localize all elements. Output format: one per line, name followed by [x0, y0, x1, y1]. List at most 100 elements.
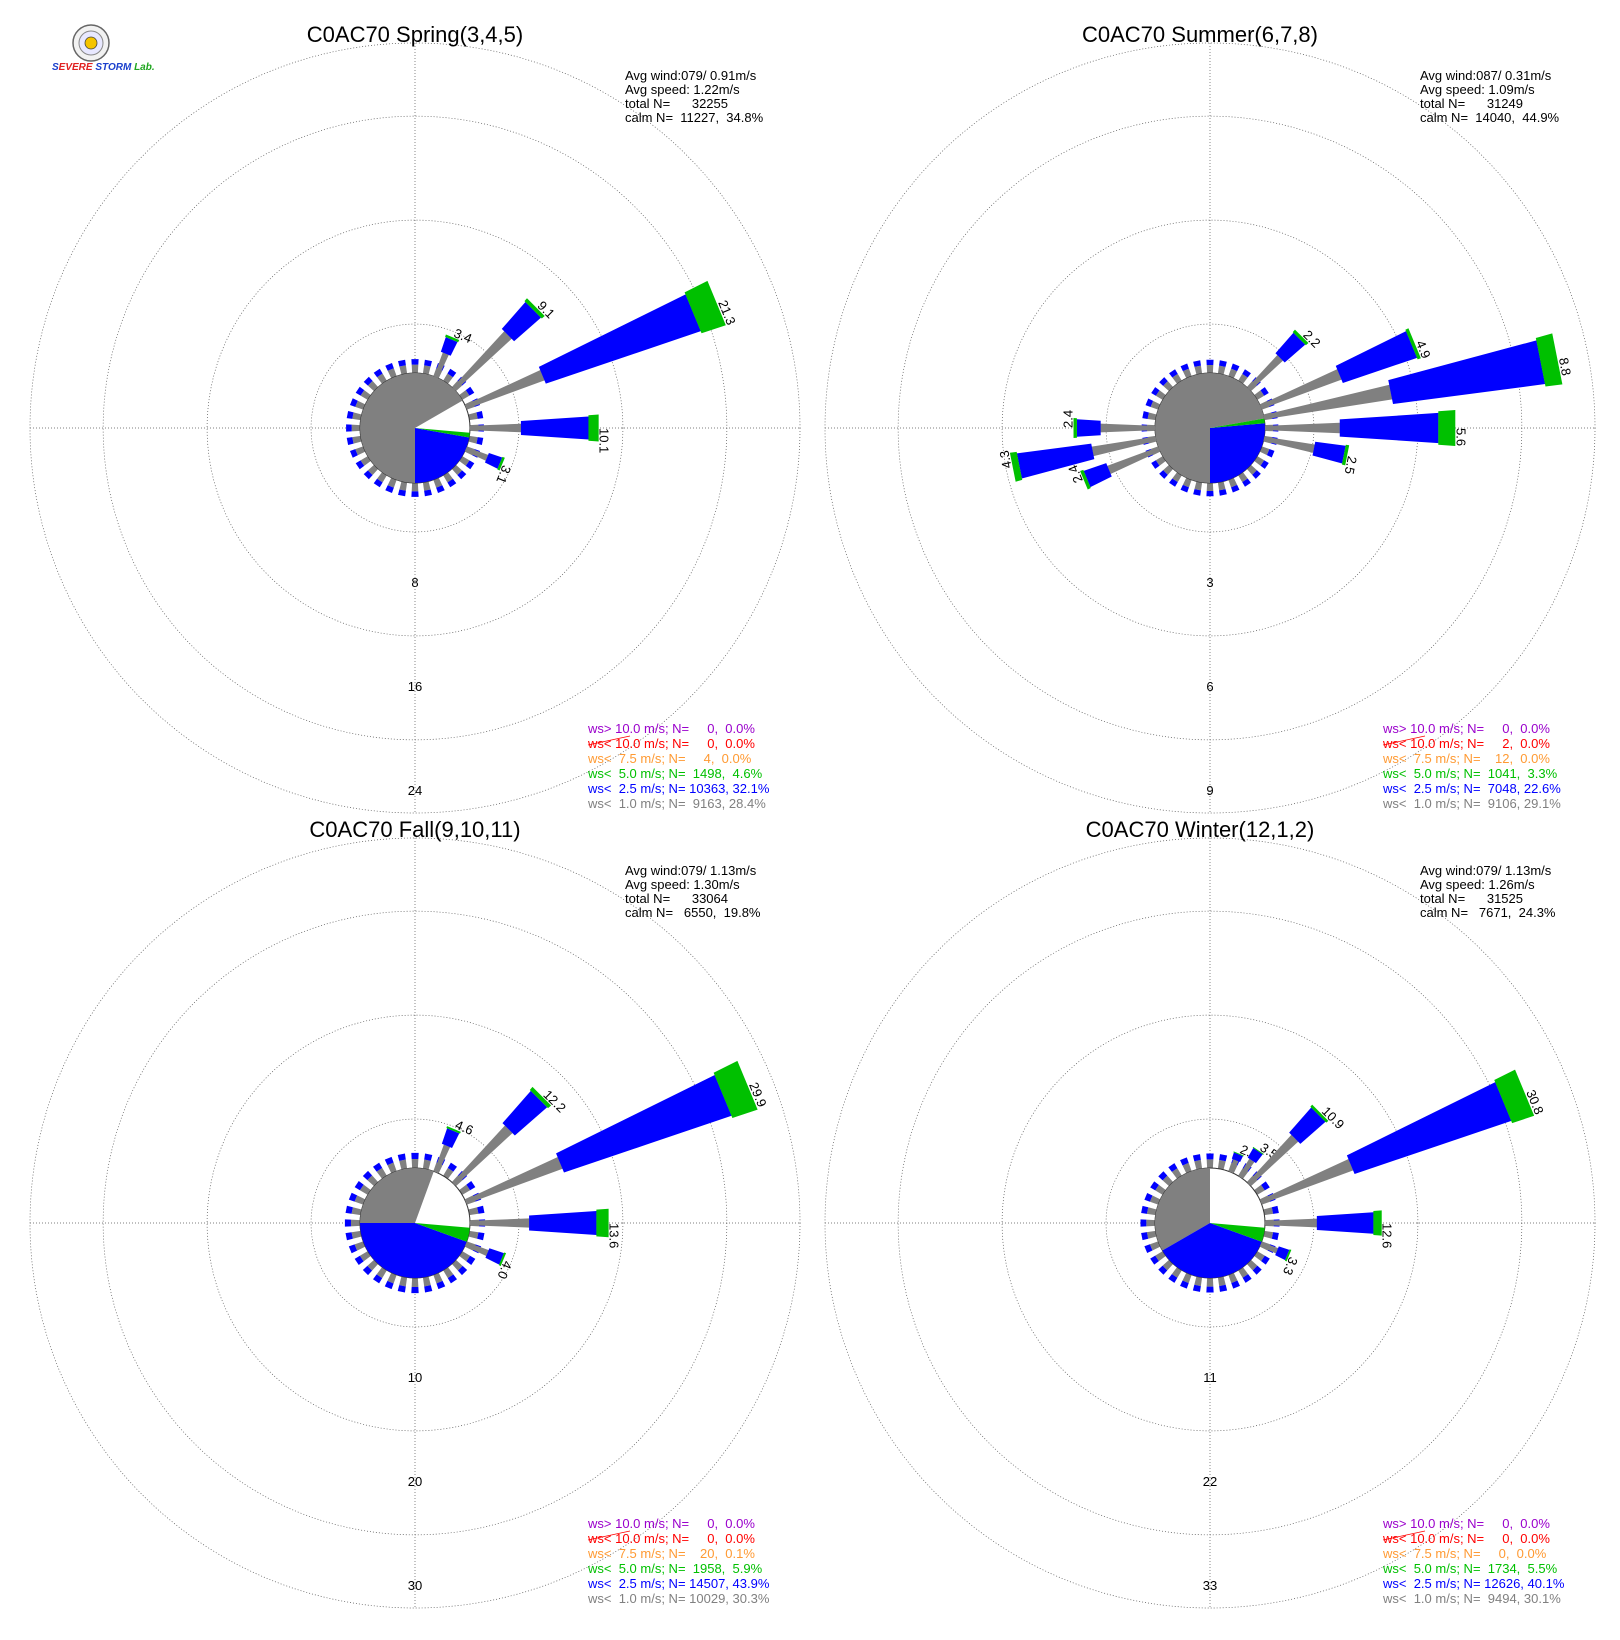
bar-segment-lt5 [497, 456, 505, 471]
panel-title: C0AC70 Winter(12,1,2) [1086, 817, 1315, 842]
bar-segment-lt2-5 [556, 1074, 732, 1173]
direction-tick [411, 364, 419, 374]
direction-tick [1182, 1272, 1192, 1284]
direction-tick-blue [477, 1205, 485, 1214]
bar-segment-lt5 [445, 334, 460, 343]
direction-tick-blue [1193, 489, 1201, 496]
direction-tick [1238, 1267, 1249, 1278]
bar-value-label: 2.5 [1342, 455, 1360, 476]
legend-entry: ws< 7.5 m/s; N= 0, 0.0% [1382, 1546, 1547, 1561]
legend-entry: ws> 10.0 m/s; N= 0, 0.0% [587, 1516, 755, 1531]
bar-segment-lt5 [1438, 409, 1456, 447]
ring-label: 10 [408, 1370, 422, 1385]
bar-segment-lt1 [1263, 384, 1393, 420]
direction-tick-blue [1144, 1244, 1153, 1253]
calm-sector-blue [1210, 423, 1265, 483]
direction-tick [433, 1272, 443, 1284]
direction-tick [355, 400, 366, 410]
direction-tick [411, 1277, 419, 1288]
direction-tick-blue [1252, 1265, 1262, 1275]
direction-tick-blue [346, 424, 352, 432]
bar-value-label: 3.4 [452, 325, 474, 346]
direction-tick [422, 1159, 431, 1170]
direction-tick [459, 1251, 471, 1262]
direction-tick [399, 1159, 408, 1170]
stat-avg-wind: Avg wind:079/ 0.91m/s [625, 68, 757, 83]
direction-tick [367, 464, 379, 476]
bar-segment-lt5 [1073, 417, 1077, 439]
direction-tick-blue [363, 470, 373, 480]
bar-value-label: 2.4 [1061, 410, 1076, 428]
bar-segment-lt2-5 [1076, 419, 1101, 437]
direction-tick [1182, 368, 1192, 379]
direction-tick-blue [1242, 478, 1251, 487]
direction-tick-blue [1219, 1154, 1228, 1162]
ring-label: 8 [411, 575, 418, 590]
direction-tick [1182, 477, 1192, 488]
direction-tick [351, 1230, 362, 1239]
direction-tick [1228, 368, 1238, 379]
bar-segment-lt2-5 [1083, 463, 1112, 488]
legend-entry: ws< 1.0 m/s; N= 9106, 29.1% [1382, 796, 1561, 811]
direction-tick [1217, 1159, 1226, 1170]
direction-tick [1254, 456, 1265, 466]
direction-tick-blue [1169, 369, 1178, 378]
direction-tick [468, 435, 478, 444]
legend-entry: ws< 5.0 m/s; N= 1958, 5.9% [587, 1561, 763, 1576]
bar-segment-lt1 [433, 1144, 451, 1174]
legend-entry: ws< 7.5 m/s; N= 20, 0.1% [587, 1546, 755, 1561]
direction-tick [360, 390, 371, 400]
direction-tick-blue [411, 359, 419, 365]
legend-entry: ws< 2.5 m/s; N= 7048, 22.6% [1382, 781, 1561, 796]
bar-value-label: 5.6 [1454, 428, 1469, 446]
legend-strike [1382, 1530, 1426, 1541]
direction-tick [1146, 1207, 1157, 1216]
grid-ring [1001, 1014, 1419, 1432]
bar-segment-lt2-5 [485, 1248, 504, 1265]
legend-entry: ws> 10.0 m/s; N= 0, 0.0% [587, 721, 755, 736]
direction-tick-blue [349, 449, 358, 458]
direction-tick-blue [354, 1255, 364, 1266]
direction-tick-blue [476, 411, 484, 419]
direction-tick-blue [424, 359, 432, 367]
direction-tick [1206, 1159, 1214, 1169]
direction-tick [352, 412, 362, 421]
direction-tick [443, 373, 453, 384]
ring-label: 3 [1206, 575, 1213, 590]
calm-sector-green [1210, 1223, 1265, 1242]
direction-tick [1254, 390, 1265, 400]
direction-tick [443, 1167, 454, 1179]
direction-tick [468, 1207, 479, 1216]
legend-entry: ws< 7.5 m/s; N= 4, 0.0% [587, 751, 752, 766]
direction-tick-blue [348, 1244, 358, 1254]
direction-tick [1155, 1184, 1166, 1195]
direction-tick [399, 481, 408, 491]
direction-tick-blue [1219, 1284, 1228, 1292]
bar-segment-lt1 [1264, 422, 1340, 434]
direction-tick-blue [1141, 1205, 1149, 1214]
direction-tick-blue [424, 489, 432, 497]
direction-tick [1194, 1159, 1203, 1170]
direction-tick-blue [1260, 387, 1269, 396]
legend-entry: ws< 2.5 m/s; N= 10363, 32.1% [587, 781, 770, 796]
direction-tick [1172, 472, 1182, 483]
direction-tick [1228, 1272, 1238, 1284]
direction-tick [351, 1207, 362, 1216]
direction-tick-blue [1169, 478, 1178, 487]
bar-value-label: 10.9 [1319, 1104, 1348, 1133]
direction-tick-blue [465, 460, 475, 470]
bar-segment-lt1 [1228, 1159, 1239, 1174]
direction-tick [1163, 381, 1174, 392]
direction-tick [1254, 1251, 1265, 1262]
direction-tick [1155, 456, 1166, 466]
legend-entry: ws< 1.0 m/s; N= 10029, 30.3% [587, 1591, 770, 1606]
direction-tick [1171, 1168, 1182, 1179]
bar-segment-lt2-5 [501, 301, 542, 342]
direction-tick [354, 1195, 366, 1205]
bar-segment-lt2-5 [538, 294, 701, 384]
direction-tick-blue [1231, 484, 1240, 493]
direction-tick-blue [477, 1232, 485, 1241]
bar-segment-lt2-5 [1346, 1082, 1512, 1175]
